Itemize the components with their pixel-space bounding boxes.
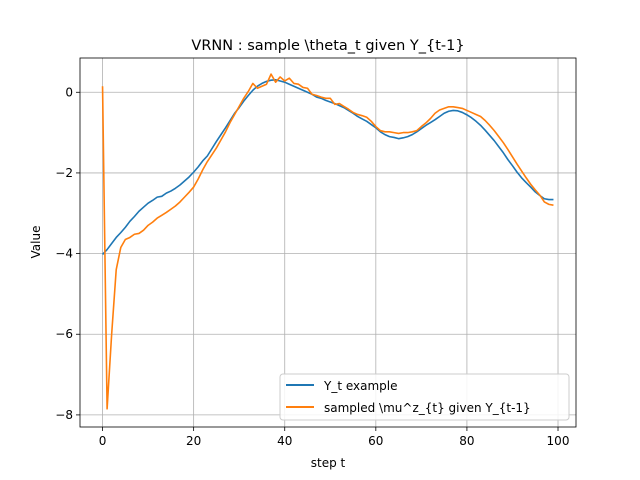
chart-title: VRNN : sample \theta_t given Y_{t-1} <box>191 38 464 54</box>
legend-label-sampled-mu: sampled \mu^z_{t} given Y_{t-1} <box>324 401 531 415</box>
y-axis-label: Value <box>29 226 43 259</box>
x-tick-label: 40 <box>277 434 292 448</box>
x-tick-label: 20 <box>186 434 201 448</box>
x-tick-label: 100 <box>547 434 570 448</box>
series-line-sampled-mu <box>101 73 554 410</box>
legend-box <box>279 373 570 421</box>
axis-ticks: 0 20 40 60 80 100 −8 −6 −4 −2 0 <box>55 85 569 448</box>
x-tick-label: 80 <box>459 434 474 448</box>
legend-label-y-t-example: Y_t example <box>323 379 398 393</box>
y-tick-label: −4 <box>55 247 73 261</box>
x-tick-label: 60 <box>368 434 383 448</box>
legend: Y_t example sampled \mu^z_{t} given Y_{t… <box>279 373 570 421</box>
series-line-y-t-example <box>101 78 554 255</box>
y-tick-label: −2 <box>55 166 73 180</box>
y-tick-label: 0 <box>65 85 73 99</box>
x-tick-label: 0 <box>99 434 107 448</box>
y-tick-label: −8 <box>55 408 73 422</box>
plot-frame <box>79 57 577 428</box>
y-tick-label: −6 <box>55 327 73 341</box>
grid-lines <box>80 58 576 427</box>
series-lines <box>101 73 554 410</box>
x-axis-label: step t <box>311 456 346 470</box>
